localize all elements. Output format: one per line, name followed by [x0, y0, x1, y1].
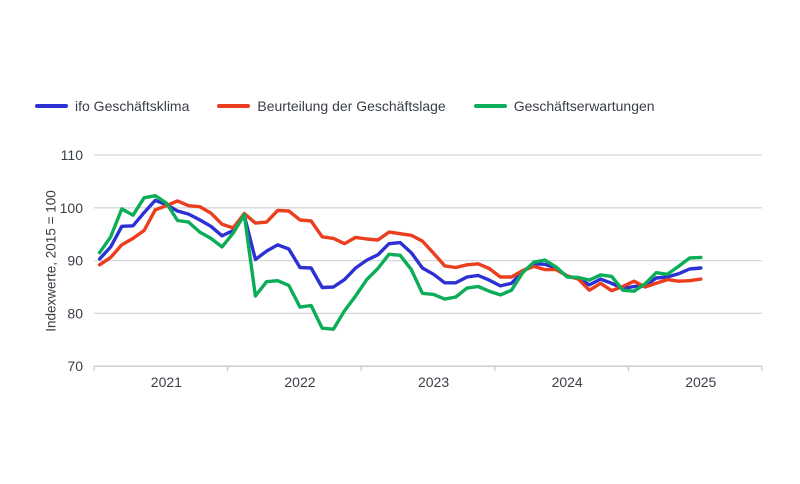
legend-line-blue-icon — [35, 104, 68, 108]
y-tick-label-80: 80 — [67, 305, 83, 321]
series-line-2 — [97, 193, 703, 331]
y-tick-label-70: 70 — [67, 358, 83, 374]
x-tick-label-2023: 2023 — [418, 374, 449, 390]
legend-item-erwartungen: Geschäftserwartungen — [473, 97, 655, 115]
chart-legend: ifo Geschäftsklima Beurteilung der Gesch… — [35, 97, 655, 115]
x-tick-label-2025: 2025 — [685, 374, 716, 390]
legend-line-green-icon — [473, 104, 507, 108]
series-line-1 — [97, 199, 703, 293]
legend-label-erwartungen: Geschäftserwartungen — [513, 98, 655, 114]
y-tick-label-100: 100 — [60, 200, 84, 216]
legend-item-geschaeftslage: Beurteilung der Geschäftslage — [217, 97, 446, 115]
legend-line-red-icon — [217, 104, 251, 108]
x-tick-label-2021: 2021 — [151, 374, 182, 390]
series-line-0 — [97, 198, 703, 291]
x-tick-label-2022: 2022 — [284, 374, 315, 390]
legend-item-geschaeftsklima: ifo Geschäftsklima — [35, 97, 189, 115]
legend-label-geschaeftsklima: ifo Geschäftsklima — [75, 98, 190, 114]
x-tick-label-2024: 2024 — [552, 374, 583, 390]
y-tick-label-90: 90 — [67, 253, 83, 269]
y-tick-label-110: 110 — [61, 147, 84, 163]
legend-label-geschaeftslage: Beurteilung der Geschäftslage — [257, 98, 446, 114]
